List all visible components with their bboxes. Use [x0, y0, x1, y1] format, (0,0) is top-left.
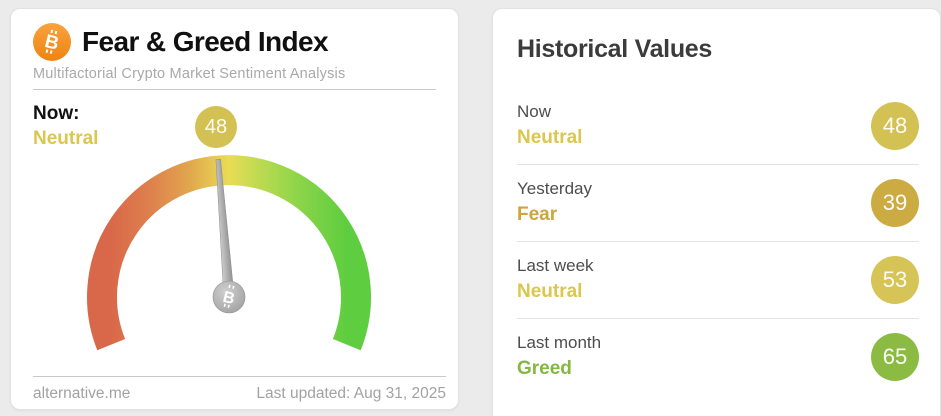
historical-title: Historical Values [517, 35, 712, 63]
now-classification: Neutral [33, 128, 99, 149]
fear-greed-card: B Fear & Greed Index Multifactorial Cryp… [10, 8, 459, 410]
row-value: 53 [882, 266, 908, 292]
history-row-now: Now Neutral 48 [517, 88, 919, 165]
footer-divider [33, 376, 446, 377]
history-row-yesterday: Yesterday Fear 39 [517, 165, 919, 242]
widget-header: B Fear & Greed Index Multifactorial Cryp… [11, 9, 458, 90]
row-label: Last week [517, 256, 594, 275]
row-classification: Fear [517, 204, 558, 225]
row-value: 65 [882, 343, 908, 369]
row-value: 39 [882, 189, 908, 215]
row-value: 48 [882, 112, 908, 138]
header-divider [33, 89, 436, 90]
bitcoin-icon: B [33, 23, 71, 61]
row-value-badge: 53 [871, 255, 919, 304]
row-value-badge: 48 [871, 101, 919, 150]
historical-card: Historical Values Now Neutral 48 Yesterd… [492, 8, 941, 416]
row-value-badge: 39 [871, 178, 919, 227]
svg-text:B: B [221, 289, 236, 308]
now-label: Now: [33, 103, 80, 124]
bitcoin-hub-icon: B [221, 284, 236, 308]
row-classification: Neutral [517, 127, 583, 148]
gauge-needle-hub: B [212, 280, 246, 314]
footer-source-link[interactable]: alternative.me [33, 385, 131, 402]
fear-greed-gauge: B [87, 155, 371, 351]
gauge-value-badge: 48 [195, 106, 237, 148]
history-row-last-month: Last month Greed 65 [517, 319, 919, 395]
widget-title: Fear & Greed Index [82, 26, 329, 57]
gauge-value: 48 [204, 115, 228, 138]
history-row-last-week: Last week Neutral 53 [517, 242, 919, 319]
row-label: Now [517, 102, 552, 121]
gauge-arc [87, 155, 371, 351]
footer-last-updated: Last updated: Aug 31, 2025 [256, 385, 446, 402]
row-label: Last month [517, 333, 602, 352]
widget-subtitle: Multifactorial Crypto Market Sentiment A… [33, 66, 346, 82]
row-value-badge: 65 [871, 332, 919, 381]
row-classification: Greed [517, 358, 572, 379]
row-classification: Neutral [517, 281, 583, 302]
svg-text:B: B [43, 31, 61, 55]
row-label: Yesterday [517, 179, 592, 198]
